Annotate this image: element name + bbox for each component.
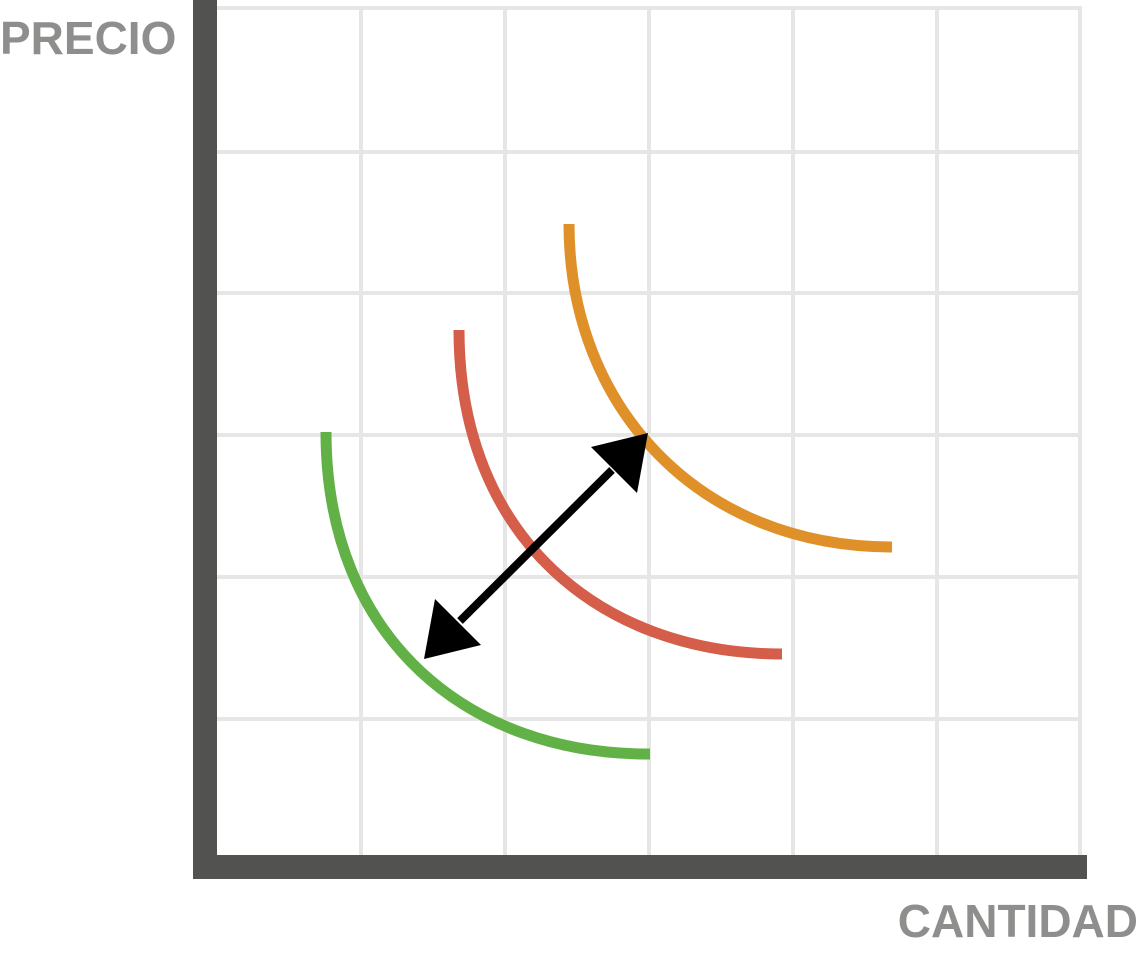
demand-curve-orange [563,223,893,553]
arrow-head-lower [424,599,481,659]
arrow-shaft [457,467,615,624]
double-headed-arrow-icon [424,433,648,659]
y-axis-title: PRECIO [0,12,176,64]
demand-curve-green [320,431,651,760]
demand-curve-red [453,329,783,660]
arrow-head-upper [591,433,648,493]
x-axis-title: CANTIDAD [898,895,1138,947]
